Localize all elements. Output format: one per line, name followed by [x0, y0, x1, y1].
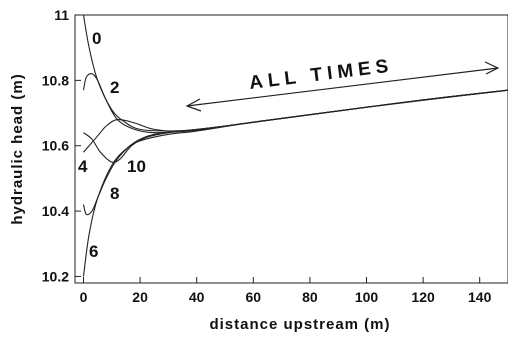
x-tick-label: 140 — [468, 289, 492, 305]
x-tick-label: 60 — [246, 289, 262, 305]
plot-frame — [74, 14, 508, 284]
curve-label-0: 0 — [92, 29, 101, 48]
series-line-8 — [82, 89, 508, 216]
x-tick-label: 120 — [411, 289, 435, 305]
x-tick-label: 40 — [189, 289, 205, 305]
curve-label-8: 8 — [110, 184, 119, 203]
curve-label-4: 4 — [78, 157, 88, 176]
all-times-label: ALL TIMES — [248, 55, 394, 94]
y-axis: 10.2 10.4 10.6 10.8 11 — [42, 7, 81, 284]
x-tick-label: 100 — [355, 289, 379, 305]
x-tick-label: 20 — [132, 289, 148, 305]
y-tick-label: 10.4 — [42, 203, 69, 219]
x-axis-label: distance upstream (m) — [209, 316, 390, 333]
curve-label-2: 2 — [110, 78, 119, 97]
x-tick-label: 0 — [80, 289, 88, 305]
y-axis-label: hydraulic head (m) — [9, 73, 26, 224]
curve-label-6: 6 — [89, 242, 98, 261]
series-line-6 — [82, 89, 508, 277]
all-times-arrow — [185, 61, 500, 112]
series-layer — [82, 14, 508, 277]
y-tick-label: 10.6 — [42, 138, 69, 154]
x-axis: 0 20 40 60 80 100 120 140 — [80, 277, 492, 305]
y-tick-label: 11 — [54, 7, 69, 23]
x-tick-label: 80 — [302, 289, 318, 305]
y-tick-label: 10.8 — [42, 72, 69, 88]
curve-label-10: 10 — [127, 157, 146, 176]
series-line-4 — [83, 89, 508, 153]
series-line-10 — [83, 89, 508, 163]
y-tick-label: 10.2 — [42, 268, 69, 284]
